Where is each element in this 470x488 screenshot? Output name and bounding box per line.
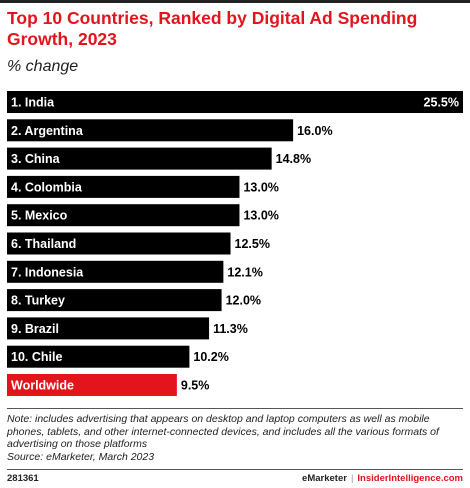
source-text: Source: eMarketer, March 2023	[7, 450, 155, 463]
category-label-8: 9. Brazil	[11, 322, 59, 336]
bar-6	[7, 260, 224, 283]
category-label-6: 7. Indonesia	[11, 265, 84, 279]
bar-2	[7, 147, 272, 170]
value-label-8: 11.3%	[213, 322, 248, 336]
footer-divider	[7, 469, 463, 470]
chart-id: 281361	[7, 473, 39, 484]
category-label-7: 8. Turkey	[11, 294, 65, 308]
value-label-1: 16.0%	[297, 124, 332, 138]
bar-1	[7, 119, 294, 142]
bar-0	[7, 91, 463, 113]
note-divider	[7, 408, 463, 409]
category-label-5: 6. Thailand	[11, 237, 76, 251]
bar-3	[7, 175, 240, 198]
bar-10	[7, 374, 177, 396]
bar-9	[7, 345, 190, 368]
value-label-7: 12.0%	[226, 294, 261, 308]
value-label-6: 12.1%	[227, 265, 262, 279]
note-text: Note: includes advertising that appears …	[7, 413, 439, 450]
category-label-0: 1. India	[11, 96, 55, 110]
value-label-3: 13.0%	[243, 180, 278, 194]
brand: eMarketer | InsiderIntelligence.com	[302, 473, 463, 484]
value-label-5: 12.5%	[235, 237, 270, 251]
chart-note: Note: includes advertising that appears …	[7, 413, 467, 463]
chart-subtitle: % change	[7, 58, 79, 75]
category-label-2: 3. China	[11, 152, 61, 166]
brand-emarketer: eMarketer	[302, 473, 347, 484]
bar-7	[7, 289, 222, 312]
brand-insider-intelligence: InsiderIntelligence.com	[357, 473, 463, 484]
bar-chart: 1. India 25.5% 2. Argentina 16.0% 3. China 14…	[7, 91, 463, 396]
category-label-10: Worldwide	[11, 379, 74, 393]
category-label-3: 4. Colombia	[11, 180, 83, 194]
category-label-9: 10. Chile	[11, 350, 62, 364]
chart-title: Top 10 Countries, Ranked by Digital Ad S…	[7, 8, 418, 49]
bar-5	[7, 232, 231, 255]
value-label-4: 13.0%	[243, 209, 278, 223]
top-rule	[0, 0, 470, 3]
brand-separator: |	[350, 473, 354, 484]
bar-4	[7, 204, 240, 227]
value-label-2: 14.8%	[276, 152, 311, 166]
category-label-1: 2. Argentina	[11, 124, 84, 138]
value-label-9: 10.2%	[193, 350, 228, 364]
value-label-10: 9.5%	[181, 379, 210, 393]
value-label-0: 25.5%	[424, 96, 459, 110]
category-label-4: 5. Mexico	[11, 209, 68, 223]
bar-8	[7, 317, 210, 340]
